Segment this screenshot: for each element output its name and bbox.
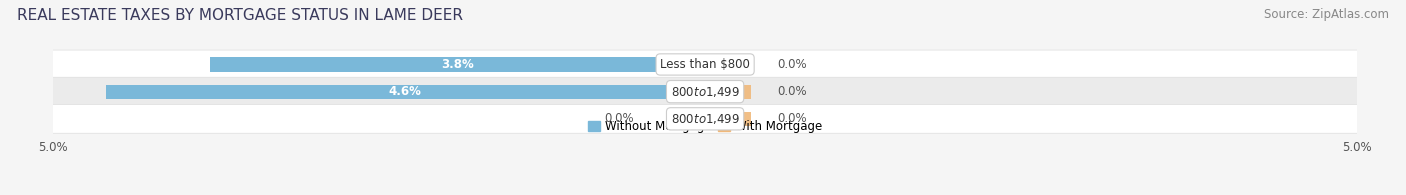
Text: 3.8%: 3.8% bbox=[441, 58, 474, 71]
Legend: Without Mortgage, With Mortgage: Without Mortgage, With Mortgage bbox=[583, 115, 827, 138]
Text: 0.0%: 0.0% bbox=[603, 112, 634, 125]
Bar bbox=[105, 85, 706, 99]
Text: REAL ESTATE TAXES BY MORTGAGE STATUS IN LAME DEER: REAL ESTATE TAXES BY MORTGAGE STATUS IN … bbox=[17, 8, 463, 23]
Text: 0.0%: 0.0% bbox=[776, 85, 807, 98]
Text: 0.0%: 0.0% bbox=[776, 58, 807, 71]
Text: 0.0%: 0.0% bbox=[776, 112, 807, 125]
Bar bbox=[706, 85, 751, 99]
Text: Less than $800: Less than $800 bbox=[661, 58, 749, 71]
Bar bbox=[669, 112, 706, 126]
Bar bbox=[706, 112, 751, 126]
FancyBboxPatch shape bbox=[44, 77, 1367, 106]
Bar bbox=[209, 57, 706, 72]
Bar bbox=[706, 57, 751, 72]
Text: $800 to $1,499: $800 to $1,499 bbox=[671, 112, 740, 126]
Text: 4.6%: 4.6% bbox=[389, 85, 422, 98]
Text: Source: ZipAtlas.com: Source: ZipAtlas.com bbox=[1264, 8, 1389, 21]
Text: $800 to $1,499: $800 to $1,499 bbox=[671, 85, 740, 99]
FancyBboxPatch shape bbox=[44, 50, 1367, 79]
FancyBboxPatch shape bbox=[44, 105, 1367, 133]
